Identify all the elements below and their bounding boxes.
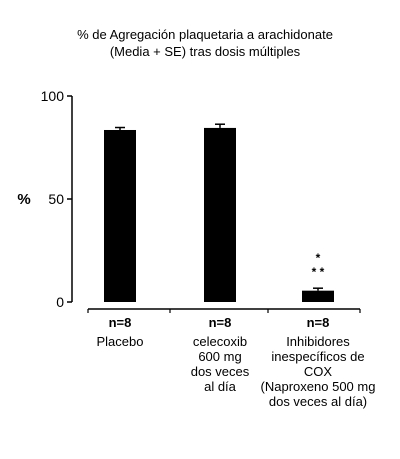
- y-ticks: 0 50 100: [41, 88, 72, 310]
- chart-title: % de Agregación plaquetaria a arachidona…: [77, 27, 333, 59]
- bar: [302, 290, 334, 302]
- category-label: 600 mg: [198, 349, 241, 364]
- y-axis-label: %: [17, 191, 30, 208]
- chart-title-line: (Media + SE) tras dosis múltiples: [110, 44, 301, 59]
- bar: [204, 127, 236, 303]
- category-label: al día: [204, 379, 237, 394]
- chart-axes: %: [17, 96, 361, 313]
- significance-marker: * *: [312, 265, 325, 279]
- category-label: celecoxib: [193, 334, 247, 349]
- significance-marker: *: [316, 251, 321, 265]
- category-label: dos veces al día): [269, 394, 367, 409]
- n-label: n=8: [209, 315, 232, 330]
- n-label: n=8: [307, 315, 330, 330]
- y-tick-label: 100: [41, 88, 65, 104]
- y-tick-label: 0: [56, 294, 64, 310]
- bars: ** *: [104, 123, 334, 303]
- category-label: Placebo: [97, 334, 144, 349]
- category-label: dos veces: [191, 364, 250, 379]
- category-label: COX: [304, 364, 333, 379]
- chart-title-line: % de Agregación plaquetaria a arachidona…: [77, 27, 333, 42]
- category-label: (Naproxeno 500 mg: [261, 379, 376, 394]
- y-tick-label: 50: [48, 191, 64, 207]
- category-label: Inhibidores: [286, 334, 350, 349]
- bar: [104, 129, 136, 302]
- category-label: inespecíficos de: [271, 349, 364, 364]
- n-label: n=8: [109, 315, 132, 330]
